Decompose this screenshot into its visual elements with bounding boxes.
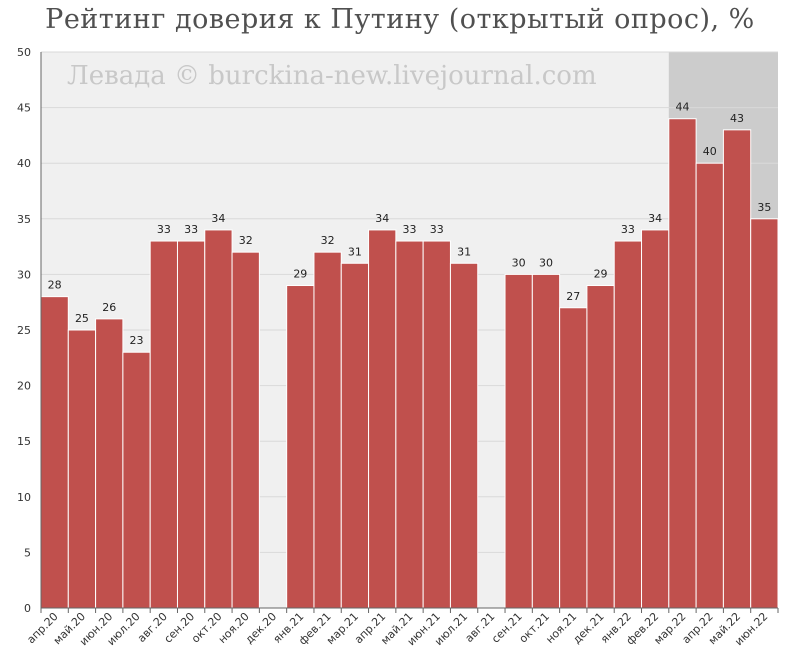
data-label: 31 <box>348 245 362 258</box>
data-label: 33 <box>403 223 417 236</box>
bar <box>368 229 397 609</box>
y-axis: 0 5 10 15 20 25 30 35 40 45 50 <box>17 46 42 615</box>
bar <box>176 240 206 609</box>
y-tick-label: 45 <box>17 102 31 115</box>
chart-title: Рейтинг доверия к Путину (открытый опрос… <box>45 4 755 35</box>
data-label: 27 <box>566 290 580 303</box>
bar <box>395 240 424 609</box>
bar <box>504 273 533 609</box>
data-label: 40 <box>703 145 717 158</box>
y-tick-label: 15 <box>17 435 31 448</box>
data-label: 29 <box>594 268 608 281</box>
data-label: 29 <box>293 268 307 281</box>
y-tick-label: 40 <box>17 157 31 170</box>
y-tick-label: 5 <box>24 546 31 559</box>
bar <box>449 262 479 609</box>
data-label: 25 <box>75 312 89 325</box>
bar <box>750 218 779 609</box>
data-label: 33 <box>621 223 635 236</box>
bars <box>40 118 779 609</box>
bar <box>149 240 178 609</box>
data-label: 44 <box>675 101 689 114</box>
y-tick-label: 50 <box>17 46 31 59</box>
data-label: 30 <box>539 256 553 269</box>
bar <box>67 329 97 609</box>
watermark: Левада © burckina-new.livejournal.com <box>67 61 597 91</box>
bar <box>95 318 124 609</box>
bar <box>531 273 561 609</box>
data-label: 32 <box>239 234 253 247</box>
bar <box>668 118 697 609</box>
bar <box>286 285 315 609</box>
bar <box>204 229 233 609</box>
bar <box>422 240 451 609</box>
data-label: 28 <box>48 279 62 292</box>
y-tick-label: 35 <box>17 213 31 226</box>
data-label: 34 <box>648 212 662 225</box>
y-tick-label: 20 <box>17 380 31 393</box>
data-label: 32 <box>321 234 335 247</box>
data-label: 33 <box>157 223 171 236</box>
bar <box>313 251 342 609</box>
y-tick-label: 25 <box>17 324 31 337</box>
data-label: 35 <box>757 201 771 214</box>
y-tick-label: 30 <box>17 268 31 281</box>
data-label: 31 <box>457 245 471 258</box>
data-label: 43 <box>730 112 744 125</box>
data-label: 34 <box>211 212 225 225</box>
bar <box>641 229 670 609</box>
bar <box>695 162 724 609</box>
bar <box>613 240 643 609</box>
value-labels: 28 25 26 23 33 33 34 32 29 32 31 34 33 33 31 30 30 27 29 33… <box>48 101 772 348</box>
x-axis: апр.20май.20июн.20июл.20авг.20сен.20окт.… <box>24 607 779 648</box>
bar <box>722 129 752 609</box>
data-label: 30 <box>512 256 526 269</box>
data-label: 33 <box>184 223 198 236</box>
y-tick-label: 10 <box>17 491 31 504</box>
bar <box>122 351 151 609</box>
bar <box>586 285 615 609</box>
bar <box>40 296 69 609</box>
data-label: 26 <box>102 301 116 314</box>
data-label: 33 <box>430 223 444 236</box>
bar <box>231 251 260 609</box>
bar <box>559 307 588 609</box>
bar <box>340 262 370 609</box>
data-label: 23 <box>130 334 144 347</box>
data-label: 34 <box>375 212 389 225</box>
y-tick-label: 0 <box>24 602 31 615</box>
